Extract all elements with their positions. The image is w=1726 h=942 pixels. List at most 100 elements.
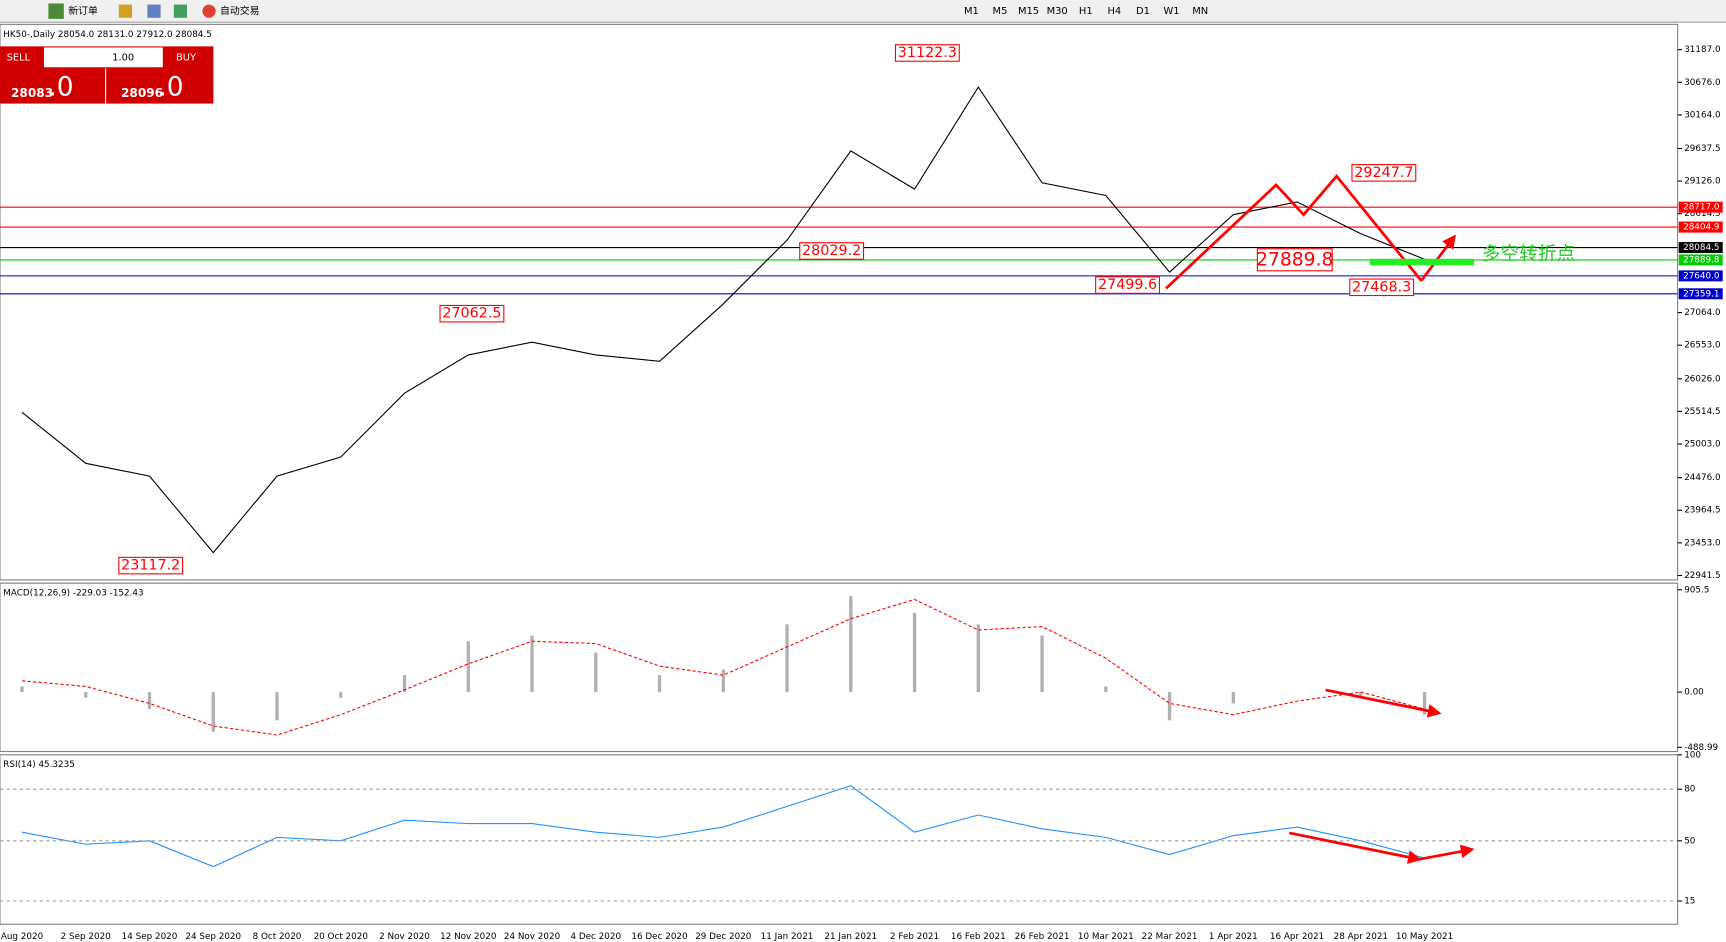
macd-arrow <box>1325 688 1442 718</box>
auto-trading-icon[interactable] <box>202 4 216 18</box>
annotation: 27499.6 <box>1098 277 1157 293</box>
y-tick-label: 27064.0 <box>1684 308 1721 318</box>
macd-bar <box>211 692 215 732</box>
y-tick-label: 23964.5 <box>1684 506 1720 516</box>
macd-bar <box>1040 635 1044 693</box>
level-label-box <box>1678 288 1723 300</box>
y-tick-label: 23453.0 <box>1684 538 1721 548</box>
annotation: 28029.2 <box>802 243 861 259</box>
annotation-box <box>894 44 960 62</box>
x-tick-label: 20 Oct 2020 <box>314 932 369 942</box>
macd-bar <box>1104 686 1108 693</box>
trade-panel: SELL 1.00 BUY 28083 .0 28096 .0 <box>0 46 214 104</box>
macd-bar <box>84 692 88 698</box>
y-tick-label: 80 <box>1684 785 1696 795</box>
new-order-icon[interactable] <box>48 3 64 19</box>
annotation: 29247.7 <box>1354 165 1413 181</box>
timeframe-button[interactable]: M5 <box>993 6 1008 17</box>
level-label: 28717.0 <box>1683 203 1720 213</box>
y-tick-label: 30676.0 <box>1684 78 1721 88</box>
auto-trading[interactable]: 自动交易 <box>220 4 260 17</box>
x-tick-label: 11 Jan 2021 <box>761 932 814 942</box>
annotation-box <box>1351 164 1417 182</box>
x-tick-label: 16 Feb 2021 <box>951 932 1006 942</box>
ask-big[interactable]: .0 <box>158 72 183 103</box>
y-tick-label: 905.5 <box>1684 585 1709 595</box>
timeframe-button[interactable]: H1 <box>1079 6 1093 17</box>
timeframe-button[interactable]: M30 <box>1047 6 1068 17</box>
level-label-box <box>1678 242 1723 254</box>
x-tick-label: 2 Feb 2021 <box>890 932 939 942</box>
macd-bar <box>657 675 662 693</box>
buy-button[interactable]: BUY <box>176 52 197 63</box>
timeframe-button[interactable]: MN <box>1192 6 1208 17</box>
annotation: 27062.5 <box>442 306 501 322</box>
drawn-arrows <box>1165 174 1475 864</box>
macd-bar <box>402 675 407 693</box>
toolbar <box>0 0 1726 23</box>
panel-title: RSI(14) 45.3235 <box>3 760 75 770</box>
macd-bar <box>339 692 343 698</box>
ask-price[interactable]: 28096 <box>121 86 163 100</box>
x-tick-label: 10 May 2021 <box>1396 932 1453 942</box>
y-tick-label: 29637.5 <box>1684 144 1720 154</box>
macd-bar <box>912 613 917 693</box>
x-tick-label: 16 Apr 2021 <box>1270 932 1324 942</box>
annotation: 27889.8 <box>1256 249 1333 270</box>
rsi-arrow <box>1289 831 1422 864</box>
tool-icon[interactable] <box>118 4 133 18</box>
bid-price[interactable]: 28083 <box>11 86 53 100</box>
macd-bar <box>147 692 152 710</box>
timeframe-button[interactable]: D1 <box>1136 6 1150 17</box>
annotation-box <box>799 242 865 260</box>
timeframe-button[interactable]: W1 <box>1164 6 1180 17</box>
macd-bar <box>1167 692 1172 721</box>
x-tick-label: 10 Mar 2021 <box>1078 932 1134 942</box>
x-tick-label: 28 Apr 2021 <box>1334 932 1388 942</box>
x-tick-label: 26 Feb 2021 <box>1015 932 1070 942</box>
macd-bar <box>976 624 980 693</box>
x-tick-label: 2 Nov 2020 <box>379 932 430 942</box>
y-tick-label: 50 <box>1684 836 1696 846</box>
macd-bar <box>721 669 725 693</box>
x-tick-label: 22 Mar 2021 <box>1142 932 1198 942</box>
trend-arrow <box>1165 174 1423 290</box>
y-tick-label: 28614.5 <box>1684 209 1720 219</box>
bid-big[interactable]: .0 <box>48 72 73 103</box>
timeframe-button[interactable]: M1 <box>964 6 979 17</box>
x-tick-label: 1 Apr 2021 <box>1209 932 1258 942</box>
y-tick-label: 0.00 <box>1684 688 1704 698</box>
annotation-box <box>1095 276 1161 294</box>
sell-button[interactable]: SELL <box>7 52 31 63</box>
annotation-box <box>439 304 505 323</box>
macd-bar <box>530 635 534 693</box>
annotation-box <box>1256 248 1333 272</box>
new-order[interactable]: 新订单 <box>68 4 98 17</box>
x-tick-label: 16 Dec 2020 <box>631 932 688 942</box>
signal-line <box>21 598 1425 736</box>
annotation-box <box>118 556 184 575</box>
level-label-box <box>1678 254 1723 266</box>
macd-bar <box>1359 692 1363 698</box>
macd-bar <box>594 652 598 693</box>
timeframes: M1 M5 M15 M30 H1 H4 D1 W1 MN <box>964 6 1208 17</box>
tool-icon[interactable] <box>173 4 188 18</box>
timeframe-button[interactable]: H4 <box>1107 6 1121 17</box>
x-tick-label: 4 Dec 2020 <box>570 932 621 942</box>
y-tick-label: 26553.0 <box>1684 341 1721 351</box>
tool-icon[interactable] <box>147 4 161 18</box>
x-tick-label: 24 Nov 2020 <box>504 932 561 942</box>
macd-bar <box>849 596 853 693</box>
plot: Aug 2020 2 Sep 2020 14 Sep 2020 24 Sep 2020… <box>0 30 1723 942</box>
rsi-panel <box>0 754 1679 925</box>
level-label: 27359.1 <box>1683 289 1719 299</box>
pivot-note: 多空转折点 <box>1482 244 1575 265</box>
x-tick-label: 2 Sep 2020 <box>61 932 112 942</box>
y-tick-label: 29126.0 <box>1684 177 1721 187</box>
timeframe-button[interactable]: M15 <box>1018 6 1039 17</box>
lots[interactable]: 1.00 <box>112 52 134 63</box>
trend-arrow <box>1420 234 1456 282</box>
level-label-box <box>1678 270 1723 282</box>
